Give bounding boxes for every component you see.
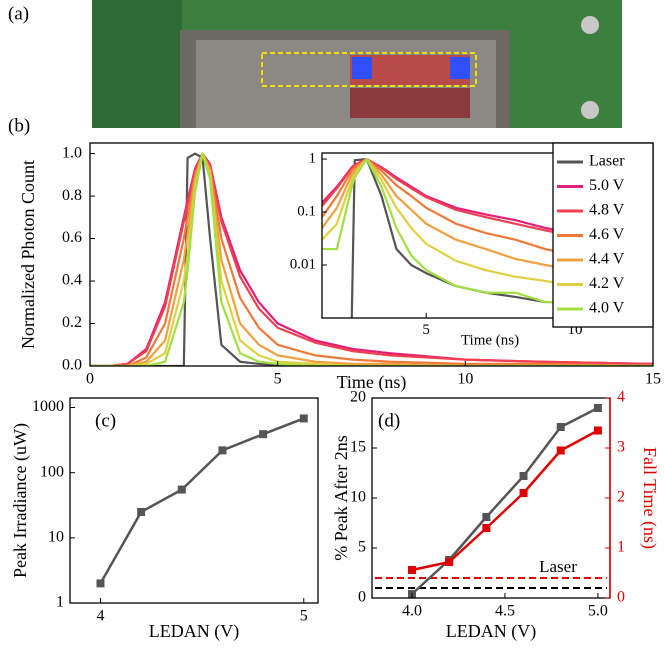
series-line — [322, 157, 575, 257]
x-tick-label: 15 — [645, 370, 661, 387]
y-tick-label: 0.8 — [62, 187, 82, 204]
y-tick-label: 5 — [358, 539, 366, 556]
y-tick-label: 0.0 — [62, 357, 82, 374]
series-line — [322, 157, 575, 304]
led — [352, 57, 372, 79]
series-line — [411, 429, 599, 572]
marker — [556, 423, 565, 431]
marker — [259, 430, 268, 439]
y-tick-label: 1 — [309, 150, 317, 166]
legend-label: 4.8 V — [589, 202, 625, 219]
marker — [137, 507, 146, 516]
panel-label: (b) — [8, 115, 30, 136]
marker — [482, 524, 491, 532]
x-axis-label: Time (ns) — [461, 332, 519, 348]
legend-label: 4.6 V — [589, 226, 625, 243]
series-line — [90, 152, 653, 366]
marker — [556, 446, 565, 455]
x-tick-label: 10 — [457, 370, 473, 387]
marker — [445, 558, 454, 566]
pcb-edge — [92, 0, 182, 128]
y-tick-label: 10 — [48, 529, 64, 546]
marker — [519, 489, 528, 497]
y-tick-label: 1 — [56, 594, 64, 611]
marker — [593, 404, 602, 412]
y2-tick-label: 3 — [617, 439, 625, 456]
pad — [581, 16, 599, 34]
panel-label: (a) — [8, 3, 29, 24]
series-line — [99, 417, 305, 585]
marker — [177, 485, 186, 494]
pad — [581, 101, 599, 119]
y-tick-label: 0.1 — [297, 203, 316, 219]
y-tick-label: 0.6 — [62, 229, 82, 246]
highlight-box — [261, 52, 477, 87]
annotation: Laser — [539, 557, 577, 576]
x-tick-label: 4.5 — [495, 602, 515, 619]
x-tick-label: 0 — [86, 370, 94, 387]
y2-axis-label: Fall Time (ns) — [639, 447, 660, 549]
y-tick-label: 1.0 — [62, 144, 82, 161]
series-line — [90, 152, 653, 366]
x-tick-label: 4 — [96, 607, 104, 624]
y-tick-label: 0.4 — [62, 272, 82, 289]
x-tick-label: 5 — [274, 370, 282, 387]
marker — [482, 513, 491, 521]
legend-label: 4.0 V — [589, 300, 625, 317]
panel-label: (c) — [95, 410, 116, 431]
y-tick-label: 0.01 — [290, 256, 316, 272]
y-tick-label: 10 — [350, 489, 366, 506]
photo: (a) — [8, 0, 622, 128]
legend-label: Laser — [589, 153, 625, 170]
y-tick-label: 0 — [358, 589, 366, 606]
series-line — [90, 152, 653, 366]
series-line — [322, 157, 575, 238]
y-tick-label: 15 — [350, 439, 366, 456]
series-line — [411, 406, 599, 595]
spad-array — [350, 88, 470, 118]
x-axis-label: LEDAN (V) — [446, 621, 536, 642]
x-tick-label: 5 — [422, 322, 430, 338]
x-tick-label: 5.0 — [588, 602, 608, 619]
legend-label: 4.4 V — [589, 251, 625, 268]
y-axis-label: Peak Irradiance (uW) — [10, 423, 31, 578]
series-line — [90, 152, 653, 366]
plot-area — [90, 152, 653, 366]
series-line — [322, 157, 575, 288]
x-tick-label: 5 — [300, 607, 308, 624]
marker — [299, 414, 308, 423]
plot-area — [407, 404, 602, 598]
marker — [519, 472, 528, 480]
legend-label: 4.2 V — [589, 275, 625, 292]
series-line — [322, 157, 575, 272]
plot-area — [322, 157, 575, 318]
y-tick-label: 1000 — [32, 398, 64, 415]
series-line — [90, 152, 653, 366]
marker — [96, 579, 105, 588]
legend-label: 5.0 V — [589, 177, 625, 194]
marker — [593, 426, 602, 435]
marker — [407, 566, 416, 574]
x-tick-label: 4.0 — [402, 602, 422, 619]
plot-area — [96, 414, 308, 588]
x-axis-label: LEDAN (V) — [149, 621, 239, 642]
marker — [218, 446, 227, 455]
y2-tick-label: 4 — [617, 389, 625, 406]
series-line — [90, 152, 653, 366]
led — [450, 57, 470, 79]
y2-tick-label: 2 — [617, 489, 625, 506]
panel-label: (d) — [378, 410, 400, 431]
y2-tick-label: 1 — [617, 539, 625, 556]
y-tick-label: 20 — [350, 389, 366, 406]
axes-frame — [69, 397, 319, 604]
x-axis-label: Time (ns) — [337, 372, 407, 393]
y-axis-label: % Peak After 2ns — [331, 435, 351, 560]
y-axis-label: Normalized Photon Count — [18, 160, 38, 349]
y-tick-label: 0.2 — [62, 314, 82, 331]
y-tick-label: 100 — [40, 463, 64, 480]
y2-tick-label: 0 — [617, 589, 625, 606]
